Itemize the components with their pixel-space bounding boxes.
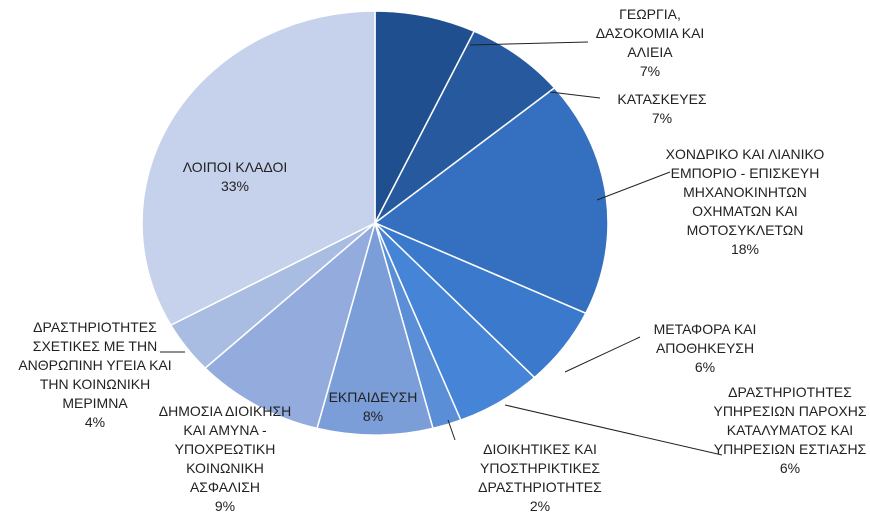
leader-line [564, 336, 641, 373]
value-label: 7% [651, 110, 673, 126]
value-label: 6% [694, 359, 716, 375]
slice-label: ΛΟΙΠΟΙ ΚΛΑΔΟΙ 33% [160, 158, 310, 196]
value-label: 8% [362, 408, 384, 424]
pie-slice [374, 30, 556, 224]
category-label: ΕΚΠΑΙΔΕΥΣΗ [328, 389, 418, 405]
pie-slice [316, 220, 434, 436]
value-label: 9% [214, 498, 236, 514]
category-label: ΛΟΙΠΟΙ ΚΛΑΔΟΙ [182, 159, 288, 175]
leader-line [469, 41, 589, 46]
value-label: 7% [639, 63, 661, 79]
leader-line [596, 171, 671, 201]
slice-label: ΔΡΑΣΤΗΡΙΟΤΗΤΕΣ ΣΧΕΤΙΚΕΣ ΜΕ ΤΗΝ ΑΝΘΡΩΠΙΝΗ… [8, 318, 183, 432]
pie-slice [374, 10, 476, 224]
slice-label: ΔΙΟΙΚΗΤΙΚΕΣ ΚΑΙ ΥΠΟΣΤΗΡΙΚΤΙΚΕΣ ΔΡΑΣΤΗΡΙΟ… [460, 440, 620, 516]
slice-label: ΔΡΑΣΤΗΡΙΟΤΗΤΕΣ ΥΠΗΡΕΣΙΩΝ ΠΑΡΟΧΗΣ ΚΑΤΑΛΥΜ… [705, 383, 870, 478]
pie-slice [204, 220, 377, 430]
category-label: ΓΕΩΡΓΙΑ, ΔΑΣΟΚΟΜΙΑ ΚΑΙ ΑΛΙΕΙΑ [595, 6, 705, 60]
value-label: 33% [220, 178, 250, 194]
leader-line [549, 91, 601, 99]
slice-label: ΧΟΝΔΡΙΚΟ ΚΑΙ ΛΙΑΝΙΚΟ ΕΜΠΟΡΙΟ - ΕΠΙΣΚΕΥΗ … [660, 145, 830, 259]
slice-label: ΚΑΤΑΣΚΕΥΕΣ 7% [597, 90, 727, 128]
value-label: 4% [84, 414, 106, 430]
category-label: ΚΑΤΑΣΚΕΥΕΣ [617, 91, 707, 107]
category-label: ΔΗΜΟΣΙΑ ΔΙΟΙΚΗΣΗ ΚΑΙ ΑΜΥΝΑ - ΥΠΟΧΡΕΩΤΙΚΗ… [158, 403, 292, 495]
value-label: 6% [779, 460, 801, 476]
value-label: 18% [730, 241, 760, 257]
category-label: ΧΟΝΔΡΙΚΟ ΚΑΙ ΛΙΑΝΙΚΟ ΕΜΠΟΡΙΟ - ΕΠΙΣΚΕΥΗ … [665, 146, 825, 238]
leader-line [504, 404, 723, 456]
pie-slice [141, 10, 376, 327]
category-label: ΔΡΑΣΤΗΡΙΟΤΗΤΕΣ ΥΠΗΡΕΣΙΩΝ ΠΑΡΟΧΗΣ ΚΑΤΑΛΥΜ… [713, 384, 867, 457]
leader-line [447, 419, 456, 441]
slice-label: ΔΗΜΟΣΙΑ ΔΙΟΙΚΗΣΗ ΚΑΙ ΑΜΥΝΑ - ΥΠΟΧΡΕΩΤΙΚΗ… [150, 402, 300, 516]
category-label: ΜΕΤΑΦΟΡΑ ΚΑΙ ΑΠΟΘΗΚΕΥΣΗ [653, 321, 757, 356]
value-label: 2% [529, 498, 551, 514]
slice-label: ΕΚΠΑΙΔΕΥΣΗ 8% [318, 388, 428, 426]
slice-label: ΜΕΤΑΦΟΡΑ ΚΑΙ ΑΠΟΘΗΚΕΥΣΗ 6% [635, 320, 775, 377]
category-label: ΔΡΑΣΤΗΡΙΟΤΗΤΕΣ ΣΧΕΤΙΚΕΣ ΜΕ ΤΗΝ ΑΝΘΡΩΠΙΝΗ… [18, 319, 172, 411]
slice-label: ΓΕΩΡΓΙΑ, ΔΑΣΟΚΟΜΙΑ ΚΑΙ ΑΛΙΕΙΑ 7% [585, 5, 715, 81]
category-label: ΔΙΟΙΚΗΤΙΚΕΣ ΚΑΙ ΥΠΟΣΤΗΡΙΚΤΙΚΕΣ ΔΡΑΣΤΗΡΙΟ… [478, 441, 602, 495]
